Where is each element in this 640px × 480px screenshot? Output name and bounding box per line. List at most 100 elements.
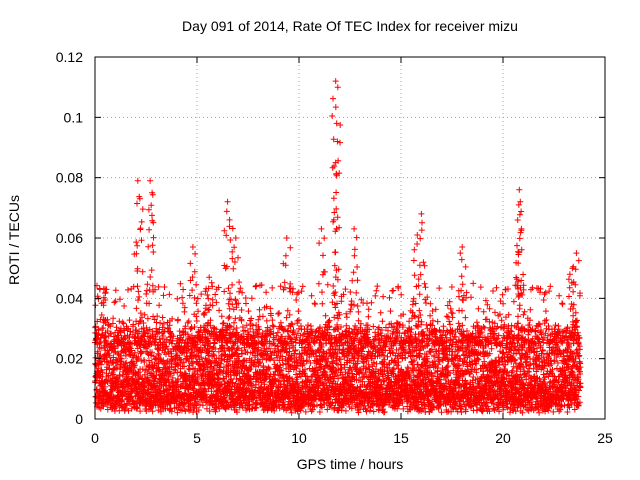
data-point [118, 355, 125, 362]
data-point [324, 281, 331, 288]
data-point [418, 318, 425, 325]
data-point [159, 314, 166, 321]
data-point [99, 369, 106, 376]
data-point [148, 352, 154, 359]
data-point [125, 286, 131, 293]
data-point [377, 309, 384, 316]
data-point [188, 325, 195, 332]
data-point [182, 390, 189, 396]
data-point [242, 295, 249, 301]
data-point [295, 289, 302, 296]
data-point [117, 352, 124, 359]
data-point [121, 363, 128, 370]
data-point [364, 322, 371, 329]
data-point [181, 363, 188, 370]
data-point [365, 306, 372, 313]
data-point [156, 336, 163, 343]
data-point [111, 299, 118, 306]
data-point [161, 284, 168, 290]
data-point [169, 374, 176, 381]
data-point [295, 308, 302, 315]
data-point [198, 291, 205, 298]
data-point [180, 286, 187, 293]
data-point [342, 407, 349, 414]
data-point [160, 320, 167, 327]
data-point [141, 311, 148, 318]
data-point [115, 376, 122, 383]
data-point [130, 321, 137, 328]
data-point [423, 300, 429, 306]
data-point [179, 300, 186, 307]
data-point [379, 318, 386, 325]
data-point [100, 325, 107, 331]
data-point [128, 347, 135, 354]
data-point [406, 318, 413, 325]
data-point [168, 408, 175, 415]
data-point [174, 295, 181, 302]
data-point [144, 327, 151, 334]
data-point [108, 330, 115, 337]
data-point [146, 300, 153, 307]
data-point [194, 295, 201, 302]
data-point [119, 319, 126, 326]
data-point [127, 394, 134, 401]
data-point [125, 367, 131, 374]
data-point [166, 291, 173, 298]
data-point [171, 366, 178, 373]
data-point [365, 313, 372, 320]
data-point [182, 408, 189, 415]
data-point [181, 304, 188, 311]
data-point [302, 408, 309, 415]
data-point [216, 307, 223, 314]
data-point [136, 293, 143, 300]
data-point [231, 319, 237, 326]
data-point [144, 315, 151, 322]
data-point [126, 333, 133, 340]
data-point [133, 405, 140, 412]
data-point [277, 283, 284, 290]
data-point [106, 365, 113, 372]
data-point [144, 350, 151, 357]
data-point [263, 317, 270, 324]
data-point [131, 349, 138, 356]
data-point [107, 323, 114, 330]
data-point [185, 318, 192, 325]
data-point [448, 284, 455, 290]
data-point [147, 376, 153, 383]
data-point [149, 349, 155, 356]
data-point [134, 404, 141, 411]
data-point [149, 408, 156, 415]
data-point [352, 322, 359, 329]
data-point [193, 281, 200, 288]
data-point [143, 287, 150, 294]
data-point [170, 333, 177, 340]
data-point [143, 291, 150, 297]
data-point [122, 335, 129, 342]
data-point [153, 325, 160, 332]
data-point [199, 402, 206, 409]
data-point [112, 287, 119, 294]
data-point [152, 375, 159, 382]
data-point [100, 403, 107, 410]
data-point [157, 320, 164, 326]
data-point [151, 384, 158, 391]
data-point [139, 314, 145, 321]
data-point [158, 390, 164, 397]
data-point [169, 315, 176, 322]
data-point [248, 295, 255, 302]
data-point [98, 361, 104, 368]
data-point [193, 318, 200, 324]
data-point [253, 381, 259, 388]
data-point [94, 348, 101, 355]
data-point [121, 327, 128, 334]
data-point [171, 357, 178, 363]
data-point [96, 286, 103, 293]
data-point [116, 318, 123, 325]
data-point [255, 316, 262, 323]
data-point [95, 295, 102, 302]
data-point [106, 352, 113, 359]
data-point [384, 353, 391, 360]
data-point [160, 292, 167, 299]
data-point [322, 312, 329, 319]
